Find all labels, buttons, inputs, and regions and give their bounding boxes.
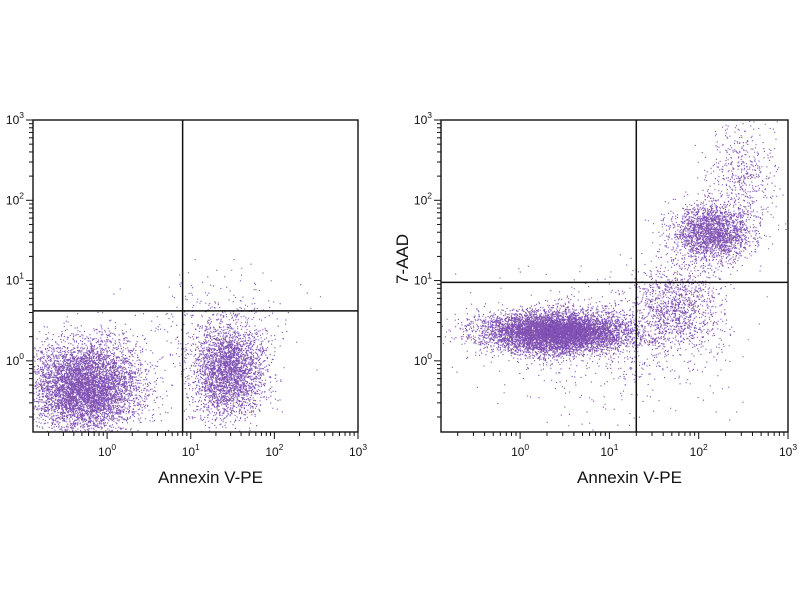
y-axis-label: 7-AAD <box>393 234 412 284</box>
y-tick-label: 101 <box>414 271 432 288</box>
plot-frame <box>32 119 359 433</box>
y-tick-label: 103 <box>414 110 432 127</box>
population-sparse-scatter <box>113 259 321 388</box>
x-tick-label: 103 <box>349 442 367 459</box>
population-late-apoptotic <box>644 189 789 279</box>
population-annexin-negative <box>33 311 183 433</box>
event-dots <box>33 259 321 433</box>
plot-frame <box>440 119 789 433</box>
x-tick-label: 100 <box>511 442 529 459</box>
left-dot-plot: 100 101 102 103 100 101 102 103 Annexin V-PE <box>6 110 367 487</box>
event-dots <box>441 121 789 431</box>
x-tick-label: 102 <box>265 442 283 459</box>
y-tick-label: 100 <box>414 351 432 368</box>
x-axis-label: Annexin V-PE <box>158 468 263 487</box>
y-tick-label: 101 <box>6 271 24 288</box>
right-dot-plot: 100 101 102 103 100 101 102 103 Annexin V-PE 7-AA… <box>393 110 797 487</box>
x-tick-label: 103 <box>779 442 797 459</box>
y-tick-label: 100 <box>6 351 24 368</box>
population-early-apoptotic <box>609 229 749 385</box>
y-tick-label: 102 <box>6 190 24 207</box>
x-tick-label: 100 <box>98 442 116 459</box>
population-live <box>441 296 680 370</box>
x-tick-label: 101 <box>600 442 618 459</box>
y-tick-label: 103 <box>6 110 24 127</box>
x-tick-label: 101 <box>182 442 200 459</box>
y-tick-label: 102 <box>414 190 432 207</box>
axis-ticks <box>26 119 359 439</box>
axis-ticks <box>434 119 789 439</box>
x-axis-label: Annexin V-PE <box>577 468 682 487</box>
x-tick-label: 102 <box>690 442 708 459</box>
